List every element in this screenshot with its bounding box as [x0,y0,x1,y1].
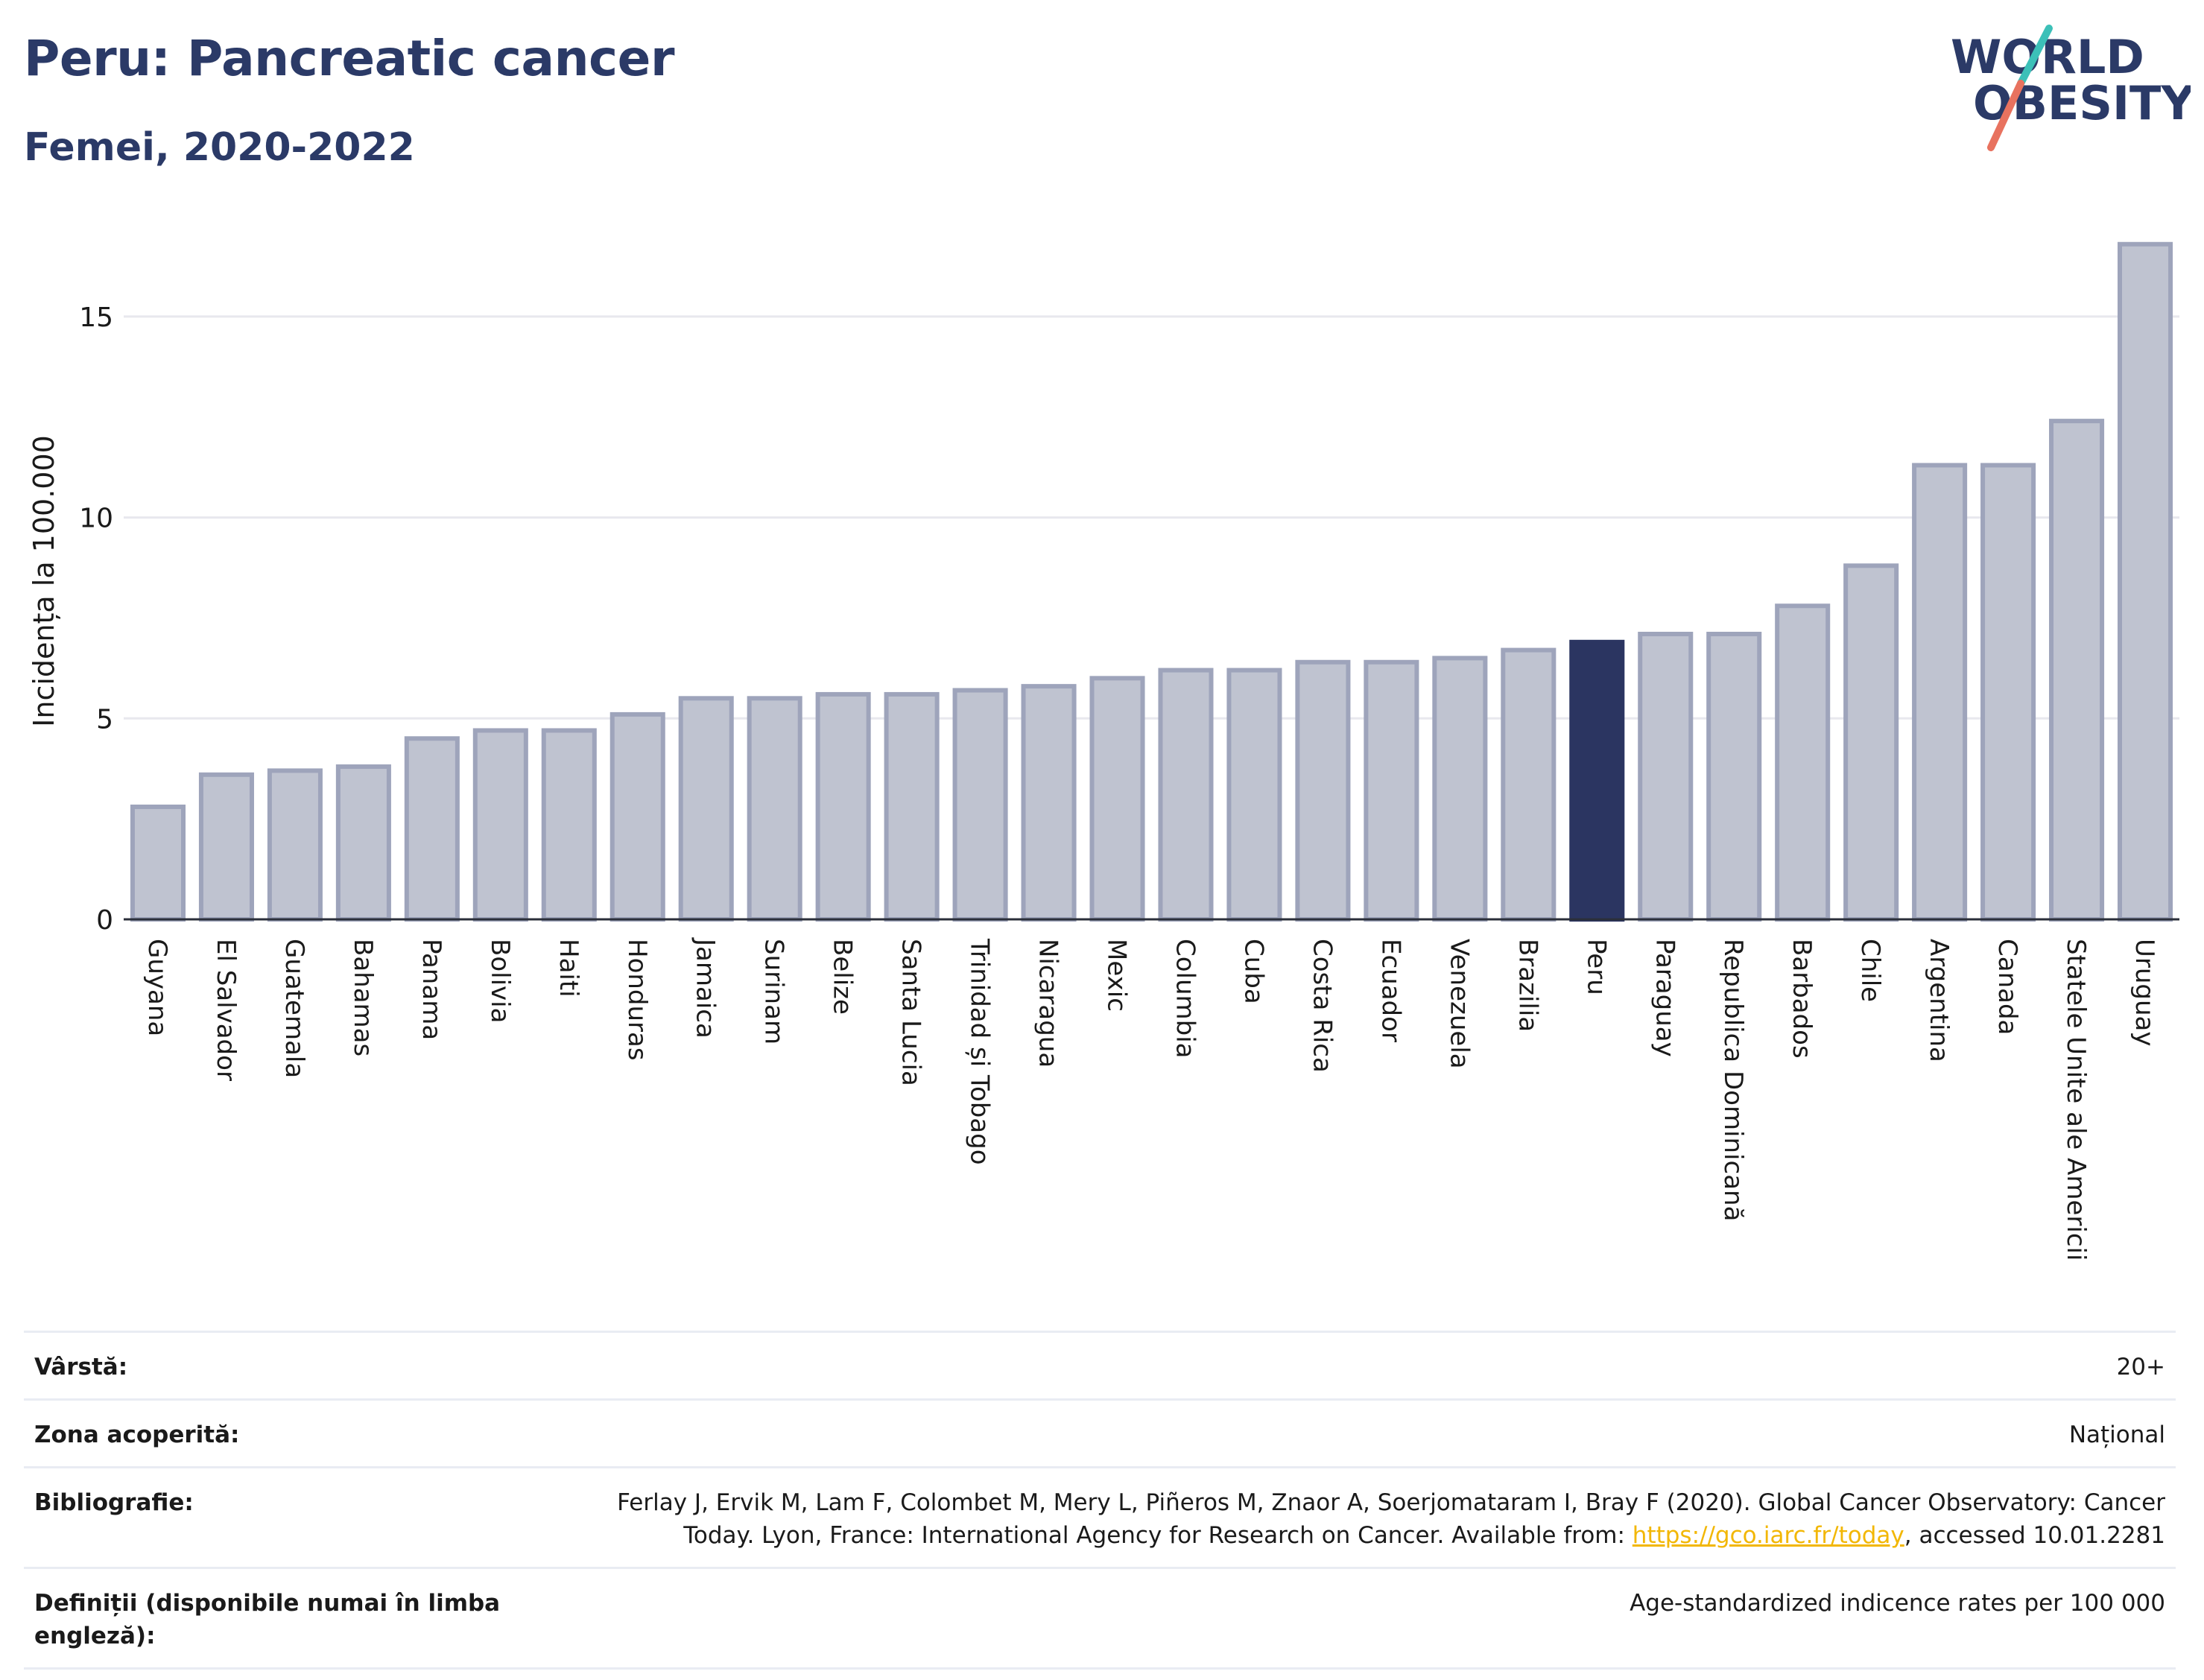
x-tick-label: Surinam [759,939,789,1045]
bar-nicaragua [1021,684,1077,922]
bar-guyana [130,804,186,922]
bar-statele-unite-ale-americii [2049,419,2105,922]
bar-surinam [747,696,802,922]
x-tick-label: Bolivia [485,939,515,1023]
bar-bolivia [472,728,528,922]
world-obesity-logo: WORLD OBESITY [1951,25,2191,151]
bar-paraguay [1638,632,1694,922]
x-tick-label: Mexic [1102,939,1132,1012]
x-tick-label: Venezuela [1444,939,1474,1069]
meta-label: Zona acoperită: [34,1421,240,1448]
meta-row-coverage: Zona acoperită: Național [24,1398,2176,1466]
meta-row-definitions: Definiții (disponibile numai în limba en… [24,1567,2176,1670]
x-tick-label: Argentina [1924,939,1954,1062]
bar-haiti [541,728,597,922]
bar-chile [1843,563,1899,922]
x-tick-label: Haiti [554,939,583,998]
x-tick-label: Chile [1855,939,1885,1002]
meta-label: Vârstă: [34,1354,128,1381]
x-tick-label: Santa Lucia [896,939,926,1086]
x-tick-label: Nicaragua [1033,939,1063,1068]
x-tick-label: Columbia [1170,939,1200,1059]
meta-label: Bibliografie: [34,1489,194,1516]
x-tick-label: Costa Rica [1307,939,1337,1073]
x-tick-label: Trinidad și Tobago [965,938,995,1165]
bar-chart: 0 5 10 15 Guyana El Salvador Guatemala Bahamas… [28,241,2179,1261]
bar-costa-rica [1295,659,1351,922]
bibliography-accessed: , accessed 10.01.2281 [1904,1522,2165,1549]
grid-layer [124,315,2179,720]
bar-mexic [1089,676,1145,922]
y-tick-label: 10 [79,504,113,534]
x-tick-label: Guyana [142,939,172,1036]
bar-columbia [1158,668,1214,922]
bar-republica-dominicană [1706,632,1762,922]
y-tick-label: 0 [96,905,113,936]
bibliography-text: Ferlay J, Ervik M, Lam F, Colombet M, Me… [617,1489,2165,1549]
axis-layer: 0 5 10 15 [79,302,2179,936]
y-tick-label: 5 [96,704,113,735]
bar-barbados [1775,603,1831,922]
x-tick-label: Ecuador [1375,939,1405,1042]
x-tick-label: Bahamas [348,939,378,1056]
bar-el-salvador [198,772,254,922]
meta-label: Definiții (disponibile numai în limba en… [34,1590,501,1649]
logo-slash-teal [2017,25,2053,87]
meta-row-age: Vârstă: 20+ [24,1331,2176,1398]
x-tick-label: Peru [1581,939,1611,995]
bar-peru [1569,639,1625,922]
metadata-table: Vârstă: 20+ Zona acoperită: Național Bib… [24,1331,2176,1670]
x-tick-label: Panama [417,939,446,1040]
bar-trinidad-și-tobago [952,688,1008,922]
x-tick-label: Canada [1992,939,2022,1035]
bar-brazilia [1501,647,1557,922]
page-subtitle: Femei, 2020-2022 [24,125,415,170]
bar-jamaica [678,696,734,922]
x-tick-label: Paraguay [1650,939,1679,1057]
x-tick-label: Honduras [622,939,652,1061]
bars-layer [130,241,2173,922]
meta-row-bibliography: Bibliografie: Ferlay J, Ervik M, Lam F, … [24,1466,2176,1567]
x-tick-label: Barbados [1787,939,1817,1059]
bar-ecuador [1364,659,1419,922]
meta-value: Age-standardized indicence rates per 100… [1630,1590,2165,1617]
x-tick-label: Jamaica [691,937,721,1039]
x-tick-label: Brazilia [1513,939,1542,1032]
logo-slash-coral [1987,80,2024,151]
meta-value: 20+ [2116,1354,2165,1381]
y-tick-label: 15 [79,302,113,333]
x-tick-label: El Salvador [211,939,241,1081]
x-tick-label: Belize [828,939,858,1015]
x-tick-label: Republica Dominicană [1718,939,1748,1221]
x-tick-label: Statele Unite ale Americii [2061,939,2091,1261]
bar-uruguay [2117,241,2173,922]
x-tick-label: Cuba [1238,939,1268,1004]
bar-honduras [609,711,665,922]
bar-guatemala [267,768,323,922]
bar-argentina [1912,463,1968,922]
bar-bahamas [335,764,391,922]
y-axis-label: Incidența la 100.000 [28,435,60,727]
bar-panama [404,736,460,922]
bar-venezuela [1432,656,1488,922]
meta-value: Ferlay J, Ervik M, Lam F, Colombet M, Me… [541,1486,2165,1552]
bar-canada [1980,463,2036,922]
bar-cuba [1226,668,1282,922]
x-tick-label: Uruguay [2129,939,2159,1047]
labels-layer: Guyana El Salvador Guatemala Bahamas Panama B… [142,937,2159,1261]
meta-value: Național [2068,1421,2165,1448]
source-link[interactable]: https://gco.iarc.fr/today [1632,1522,1904,1549]
x-tick-label: Guatemala [279,939,309,1078]
bar-belize [815,691,871,922]
page-title: Peru: Pancreatic cancer [24,30,675,87]
bar-santa-lucia [884,691,940,922]
